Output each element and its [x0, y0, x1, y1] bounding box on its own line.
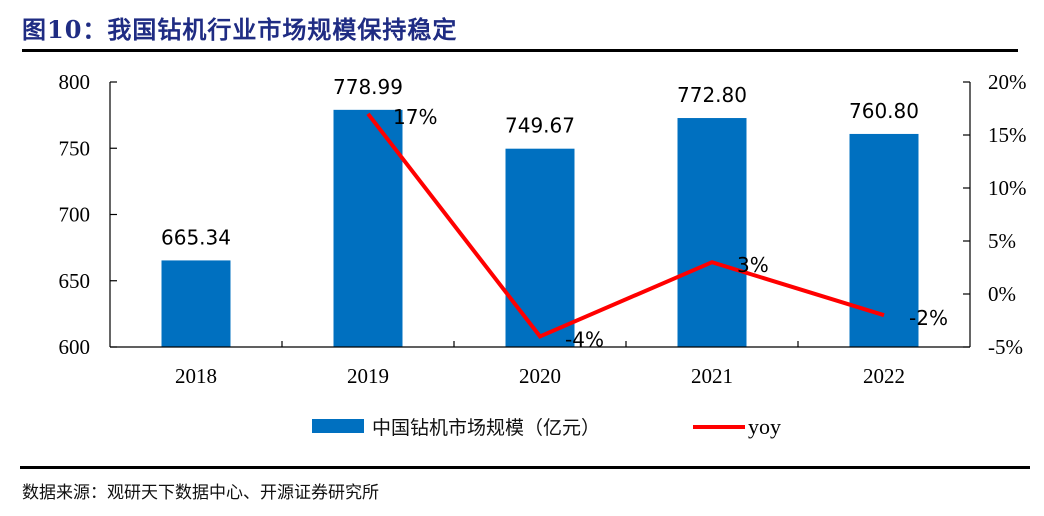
y-left-tick-label: 650 [59, 269, 91, 293]
x-tick-label: 2021 [691, 364, 733, 388]
y-left-tick-label: 800 [59, 70, 91, 94]
bar-series [161, 109, 919, 347]
source-note: 数据来源：观研天下数据中心、开源证券研究所 [22, 483, 379, 503]
yoy-label-2019: 17% [393, 105, 437, 129]
bar-2019 [333, 109, 403, 347]
y-left-tick-label: 700 [59, 203, 91, 227]
bar-data-labels: 665.34 778.99 749.67 772.80 760.80 [161, 75, 919, 250]
legend-bar-label: 中国钻机市场规模（亿元） [372, 417, 600, 439]
source-rule [20, 466, 1030, 469]
bar-label-2022: 760.80 [849, 99, 919, 123]
legend-bar-swatch [312, 419, 364, 433]
bar-2022 [849, 133, 919, 347]
bar-label-2018: 665.34 [161, 225, 231, 249]
bar-label-2019: 778.99 [333, 75, 403, 99]
x-tick-label: 2020 [519, 364, 561, 388]
bar-label-2021: 772.80 [677, 83, 747, 107]
y-right-tick-label: 5% [988, 229, 1016, 253]
bar-2021 [677, 118, 747, 347]
legend: 中国钻机市场规模（亿元） yoy [312, 414, 781, 439]
y-right-tick-label: 15% [988, 123, 1027, 147]
bar-label-2020: 749.67 [505, 114, 575, 138]
x-tick-label: 2022 [863, 364, 905, 388]
yoy-line-series [366, 112, 885, 339]
y-right-tick-label: 0% [988, 282, 1016, 306]
legend-line-label: yoy [748, 414, 781, 439]
yoy-label-2020: -4% [565, 327, 604, 351]
y-right-tick-label: 20% [988, 70, 1027, 94]
yoy-label-2022: -2% [909, 306, 948, 330]
yoy-label-2021: 3% [737, 253, 769, 277]
y-left-tick-label: 750 [59, 136, 91, 160]
y-left-tick-label: 600 [59, 335, 91, 359]
y-right-tick-label: 10% [988, 176, 1027, 200]
yoy-line [366, 112, 885, 339]
bar-2020 [505, 148, 575, 347]
axes: 600 650 700 750 800 -5% 0% 5% 10% 15% 20% 2018 2019 2… [59, 70, 1027, 388]
x-tick-label: 2019 [347, 364, 389, 388]
figure-title: 图10：我国钻机行业市场规模保持稳定 [22, 15, 458, 44]
x-tick-label: 2018 [175, 364, 217, 388]
bar-2018 [161, 260, 231, 347]
y-right-tick-label: -5% [988, 335, 1023, 359]
title-rule [22, 49, 1018, 52]
yoy-data-labels: 17% -4% 3% -2% [393, 105, 948, 352]
